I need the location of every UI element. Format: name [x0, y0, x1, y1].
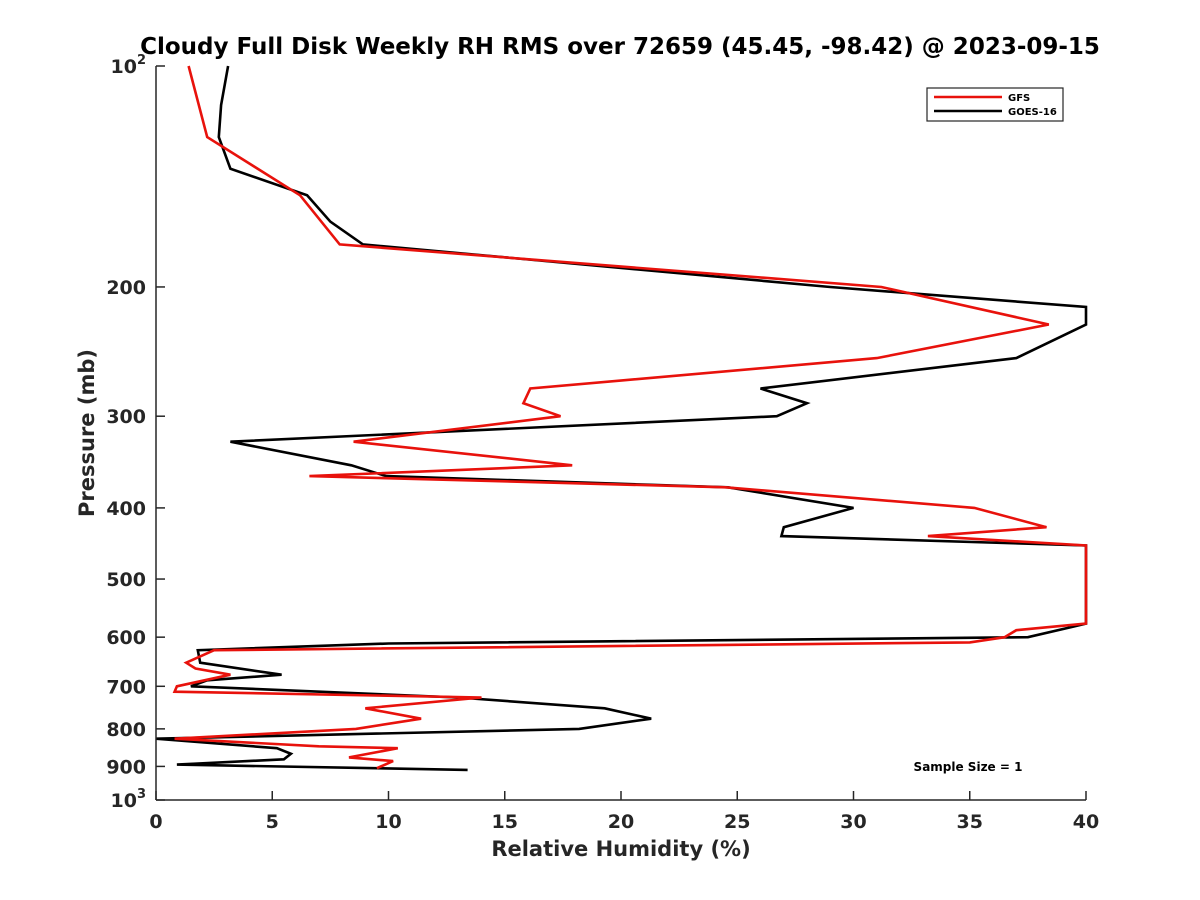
x-tick-label: 10 — [375, 811, 401, 833]
y-tick-label: 300 — [106, 406, 146, 428]
legend-box — [926, 87, 1064, 122]
x-tick-label: 40 — [1073, 811, 1099, 833]
x-tick-label: 15 — [492, 811, 518, 833]
y-tick-label: 102 — [111, 53, 147, 78]
series-line-goes16 — [155, 65, 1088, 772]
x-ticks: 0 5 10 15 20 25 30 35 40 — [149, 791, 1099, 833]
x-axis-label: Relative Humidity (%) — [491, 837, 750, 861]
y-tick-label: 400 — [106, 498, 146, 520]
x-tick-label: 25 — [724, 811, 750, 833]
y-tick-label: 500 — [106, 569, 146, 591]
legend-label-gfs: GFS — [1008, 93, 1030, 104]
sample-size-annotation: Sample Size = 1 — [914, 760, 1023, 774]
legend-label-goes16: GOES-16 — [1008, 107, 1057, 118]
y-tick-label: 600 — [106, 627, 146, 649]
x-tick-label: 20 — [608, 811, 634, 833]
y-axis-label: Pressure (mb) — [75, 349, 99, 517]
x-tick-label: 35 — [957, 811, 983, 833]
x-tick-label: 30 — [840, 811, 866, 833]
chart-title: Cloudy Full Disk Weekly RH RMS over 7265… — [140, 34, 1100, 60]
x-tick-label: 0 — [149, 811, 162, 833]
y-tick-label: 103 — [111, 787, 147, 812]
legend: GFS GOES-16 — [926, 87, 1064, 122]
y-tick-label: 900 — [106, 756, 146, 778]
series-layer — [155, 65, 1088, 772]
x-tick-label: 5 — [266, 811, 279, 833]
y-tick-label: 700 — [106, 676, 146, 698]
y-tick-label: 200 — [106, 277, 146, 299]
series-line-gfs — [172, 65, 1088, 770]
plot-area — [156, 66, 1086, 800]
y-tick-label: 800 — [106, 719, 146, 741]
y-ticks: 102 200 300 400 500 600 700 800 900 103 — [106, 53, 165, 812]
